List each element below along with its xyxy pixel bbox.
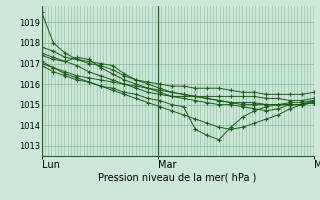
- X-axis label: Pression niveau de la mer( hPa ): Pression niveau de la mer( hPa ): [99, 173, 257, 183]
